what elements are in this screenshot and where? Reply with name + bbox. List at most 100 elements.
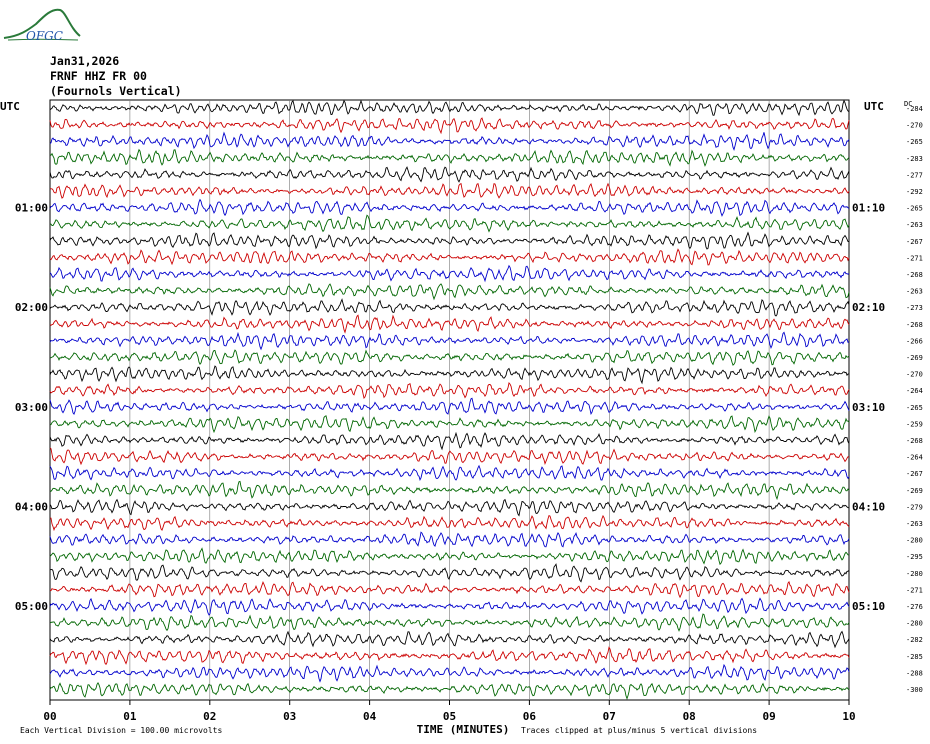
right-hour-label: 03:10 [852, 401, 885, 414]
x-tick-label: 04 [363, 710, 377, 723]
dc-offset-label: -265 [906, 138, 923, 146]
x-tick-label: 07 [603, 710, 616, 723]
right-hour-label: 04:10 [852, 500, 885, 513]
dc-offset-label: -280 [906, 537, 923, 545]
dc-label: DC [904, 100, 912, 108]
dc-offset-label: -284 [906, 105, 923, 113]
dc-offset-label: -263 [906, 221, 923, 229]
seismic-trace [49, 182, 850, 199]
x-tick-label: 01 [123, 710, 137, 723]
left-hour-label: 05:00 [15, 600, 48, 613]
dc-offset-label: -270 [906, 371, 923, 379]
seismic-trace [49, 283, 850, 301]
dc-offset-label: -282 [906, 636, 923, 644]
dc-offset-label: -268 [906, 321, 923, 329]
dc-offset-label: -277 [906, 171, 923, 179]
seismic-trace [49, 663, 850, 683]
seismic-trace [49, 198, 850, 217]
dc-offset-label: -267 [906, 238, 923, 246]
dc-offset-label: -280 [906, 570, 923, 578]
seismic-trace [49, 464, 850, 482]
seismic-trace [49, 447, 850, 466]
dc-offset-label: -264 [906, 454, 923, 462]
dc-offset-label: -271 [906, 586, 923, 594]
seismic-trace [49, 480, 850, 501]
left-hour-label: 03:00 [15, 401, 48, 414]
dc-offset-label: -270 [906, 122, 923, 130]
dc-offset-label: -280 [906, 620, 923, 628]
seismic-trace [49, 397, 850, 416]
dc-offset-label: -263 [906, 288, 923, 296]
station-code: FRNF HHZ FR 00 [50, 69, 147, 83]
right-hour-label: 05:10 [852, 600, 885, 613]
seismic-trace [49, 231, 849, 250]
seismic-trace [49, 214, 850, 233]
x-tick-label: 06 [523, 710, 537, 723]
dc-offset-label: -268 [906, 271, 923, 279]
dc-offset-label: -265 [906, 205, 923, 213]
x-tick-label: 03 [283, 710, 296, 723]
logo-text: OFGC [26, 29, 63, 43]
seismic-trace [49, 563, 850, 583]
x-axis-title: TIME (MINUTES) [417, 723, 510, 736]
x-tick-label: 10 [842, 710, 855, 723]
seismic-trace [49, 248, 850, 266]
x-tick-label: 02 [203, 710, 216, 723]
ofgc-logo: OFGC [3, 8, 81, 43]
dc-offset-label: -259 [906, 420, 923, 428]
station-description: (Fournols Vertical) [50, 84, 182, 98]
seismic-trace [49, 298, 850, 317]
seismic-trace [49, 547, 850, 566]
seismic-trace [49, 314, 850, 334]
seismic-trace [49, 531, 850, 548]
dc-offset-label: -264 [906, 387, 923, 395]
seismic-trace [49, 580, 850, 599]
left-hour-label: 04:00 [15, 500, 48, 513]
seismic-trace [49, 382, 850, 399]
dc-offset-label: -279 [906, 503, 923, 511]
seismic-trace [49, 514, 850, 532]
right-hour-label: 02:10 [852, 301, 885, 314]
clip-note: Traces clipped at plus/minus 5 vertical … [521, 726, 757, 735]
seismic-trace [49, 331, 850, 351]
x-tick-label: 00 [43, 710, 56, 723]
seismic-trace [49, 131, 850, 151]
dc-offset-label: -292 [906, 188, 923, 196]
record-date: Jan31,2026 [50, 54, 120, 68]
dc-offset-label: -295 [906, 553, 923, 561]
dc-offset-label: -276 [906, 603, 923, 611]
x-tick-label: 09 [762, 710, 775, 723]
seismic-trace [49, 166, 850, 183]
dc-offset-label: -273 [906, 304, 923, 312]
seismic-trace [49, 597, 850, 616]
seismic-trace [49, 613, 850, 632]
dc-offset-label: -265 [906, 404, 923, 412]
seismic-trace [49, 117, 850, 135]
dc-offset-label: -268 [906, 437, 923, 445]
utc-left-label: UTC [0, 100, 20, 113]
dc-offset-label: -283 [906, 155, 923, 163]
seismic-trace [49, 431, 850, 451]
seismic-trace [49, 99, 850, 117]
seismic-trace [49, 682, 850, 700]
dc-offset-label: -269 [906, 487, 923, 495]
seismic-trace [49, 365, 849, 385]
seismic-trace [49, 415, 850, 434]
seismic-trace [49, 264, 850, 283]
seismic-trace [49, 630, 850, 649]
dc-offset-label: -285 [906, 653, 923, 661]
right-hour-label: 01:10 [852, 202, 885, 215]
x-tick-label: 08 [683, 710, 696, 723]
seismic-trace [49, 646, 850, 666]
dc-offset-label: -300 [906, 686, 923, 694]
x-tick-label: 05 [443, 710, 456, 723]
left-hour-label: 01:00 [15, 202, 48, 215]
dc-offset-label: -266 [906, 337, 923, 345]
seismic-trace [49, 498, 849, 517]
dc-offset-label: -263 [906, 520, 923, 528]
seismic-trace [49, 148, 850, 167]
scale-note: Each Vertical Division = 100.00 microvol… [20, 726, 222, 735]
dc-offset-label: -288 [906, 669, 923, 677]
